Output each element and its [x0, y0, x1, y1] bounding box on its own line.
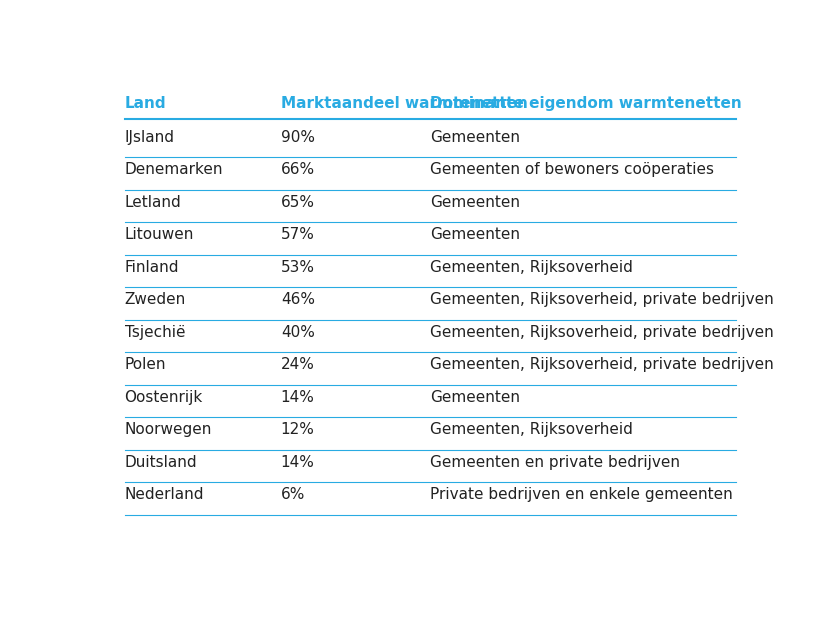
Text: Gemeenten, Rijksoverheid: Gemeenten, Rijksoverheid: [431, 260, 633, 274]
Text: Land: Land: [124, 96, 166, 111]
Text: Denemarken: Denemarken: [124, 162, 223, 177]
Text: Gemeenten: Gemeenten: [431, 389, 521, 405]
Text: 12%: 12%: [281, 422, 315, 437]
Text: 57%: 57%: [281, 227, 315, 242]
Text: Letland: Letland: [124, 194, 181, 209]
Text: Polen: Polen: [124, 357, 166, 372]
Text: 24%: 24%: [281, 357, 315, 372]
Text: 14%: 14%: [281, 389, 315, 405]
Text: 6%: 6%: [281, 487, 305, 502]
Text: Finland: Finland: [124, 260, 179, 274]
Text: Gemeenten, Rijksoverheid, private bedrijven: Gemeenten, Rijksoverheid, private bedrij…: [431, 357, 774, 372]
Text: Gemeenten: Gemeenten: [431, 194, 521, 209]
Text: 46%: 46%: [281, 292, 315, 307]
Text: Gemeenten: Gemeenten: [431, 130, 521, 145]
Text: Private bedrijven en enkele gemeenten: Private bedrijven en enkele gemeenten: [431, 487, 733, 502]
Text: Litouwen: Litouwen: [124, 227, 194, 242]
Text: 14%: 14%: [281, 455, 315, 469]
Text: Nederland: Nederland: [124, 487, 204, 502]
Text: 53%: 53%: [281, 260, 315, 274]
Text: Dominante eigendom warmtenetten: Dominante eigendom warmtenetten: [431, 96, 743, 111]
Text: IJsland: IJsland: [124, 130, 175, 145]
Text: Duitsland: Duitsland: [124, 455, 197, 469]
Text: 40%: 40%: [281, 325, 315, 340]
Text: 90%: 90%: [281, 130, 315, 145]
Text: Gemeenten: Gemeenten: [431, 227, 521, 242]
Text: Marktaandeel warmtenetten: Marktaandeel warmtenetten: [281, 96, 528, 111]
Text: 65%: 65%: [281, 194, 315, 209]
Text: Tsjechië: Tsjechië: [124, 325, 185, 340]
Text: Gemeenten en private bedrijven: Gemeenten en private bedrijven: [431, 455, 680, 469]
Text: Gemeenten, Rijksoverheid, private bedrijven: Gemeenten, Rijksoverheid, private bedrij…: [431, 325, 774, 340]
Text: Noorwegen: Noorwegen: [124, 422, 212, 437]
Text: Zweden: Zweden: [124, 292, 186, 307]
Text: Gemeenten, Rijksoverheid: Gemeenten, Rijksoverheid: [431, 422, 633, 437]
Text: Oostenrijk: Oostenrijk: [124, 389, 202, 405]
Text: Gemeenten, Rijksoverheid, private bedrijven: Gemeenten, Rijksoverheid, private bedrij…: [431, 292, 774, 307]
Text: Gemeenten of bewoners coöperaties: Gemeenten of bewoners coöperaties: [431, 162, 715, 177]
Text: 66%: 66%: [281, 162, 315, 177]
